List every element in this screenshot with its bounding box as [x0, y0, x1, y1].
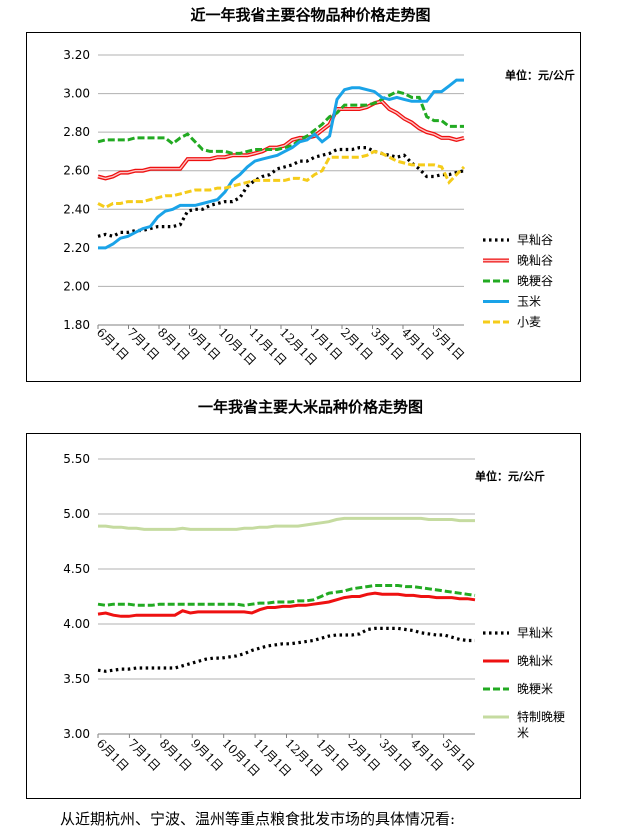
x-tick-label: 9月1日	[185, 325, 223, 363]
chart1-panel: 3.20 3.00 2.80 2.60 2.40 2.20 2.00 1.80 6月1日 7月1日…	[26, 32, 581, 382]
x-tick-label: 8月1日	[157, 736, 195, 774]
y-tick-label: 3.00	[63, 87, 90, 101]
y-tick-label: 2.00	[63, 279, 90, 293]
series-line-1	[97, 591, 476, 618]
y-tick-label: 4.00	[63, 617, 90, 631]
x-tick-label: 7月1日	[125, 736, 163, 774]
x-tick-label: 8月1日	[155, 325, 193, 363]
x-tick-label: 5月1日	[439, 736, 477, 774]
legend-label: 早籼谷	[517, 233, 553, 247]
x-tick-label: 6月1日	[94, 325, 132, 363]
y-tick-label: 2.40	[63, 202, 90, 216]
legend-label: 早籼米	[517, 626, 553, 640]
y-tick-label: 3.00	[63, 727, 90, 741]
series-line-2	[97, 584, 476, 607]
x-tick-label: 5月1日	[429, 325, 467, 363]
series-line-1-core	[97, 100, 465, 180]
x-tick-label: 3月1日	[377, 736, 415, 774]
series-line-3	[98, 78, 464, 250]
y-tick-label: 4.50	[63, 562, 90, 576]
series-line-3	[98, 516, 475, 531]
series-line-4	[97, 149, 466, 210]
legend-label: 晚籼米	[517, 654, 553, 668]
x-tick-label: 3月1日	[368, 325, 406, 363]
x-tick-label: 9月1日	[188, 736, 226, 774]
legend-label: 晚粳米	[517, 682, 553, 696]
legend-label: 特制晚粳米	[517, 709, 565, 740]
y-tick-label: 2.60	[63, 164, 90, 178]
y-tick-label: 3.50	[63, 672, 90, 686]
legend-label: 玉米	[517, 295, 541, 309]
unit-label: 单位：元/公斤	[505, 68, 575, 82]
caption-text: 从近期杭州、宁波、温州等重点粮食批发市场的具体情况看:	[60, 810, 456, 828]
y-tick-label: 5.50	[63, 452, 90, 466]
legend-label: 小麦	[517, 315, 541, 329]
grain-price-chart: 3.20 3.00 2.80 2.60 2.40 2.20 2.00 1.80 6月1日7月1日…	[63, 48, 575, 368]
rice-price-chart: 5.50 5.00 4.50 4.00 3.50 3.00 6月1日7月1日8月1日9月1日…	[63, 452, 565, 779]
y-tick-label: 1.80	[63, 318, 90, 332]
x-tick-label: 7月1日	[124, 325, 162, 363]
y-tick-label: 3.20	[63, 48, 90, 62]
y-tick-label: 2.80	[63, 125, 90, 139]
x-tick-label: 6月1日	[94, 736, 132, 774]
x-tick-label: 2月1日	[345, 736, 383, 774]
series-line-2	[97, 89, 464, 155]
chart2-title: 一年我省主要大米品种价格走势图	[197, 398, 423, 416]
series-line-0	[97, 626, 475, 673]
y-tick-label: 5.00	[63, 507, 90, 521]
unit-label: 单位：元/公斤	[475, 469, 545, 483]
x-tick-label: 4月1日	[408, 736, 446, 774]
y-tick-label: 2.20	[63, 241, 90, 255]
x-tick-label: 2月1日	[338, 325, 376, 363]
legend-label: 晚籼谷	[517, 254, 553, 268]
legend-label: 晚粳谷	[517, 274, 553, 288]
chart1-title: 近一年我省主要谷物品种价格走势图	[190, 6, 431, 24]
x-tick-label: 4月1日	[399, 325, 437, 363]
chart2-panel: 5.50 5.00 4.50 4.00 3.50 3.00 6月1日 7月1日 8月1日 9月1日…	[26, 433, 581, 799]
series-line-1-outline	[97, 99, 465, 181]
